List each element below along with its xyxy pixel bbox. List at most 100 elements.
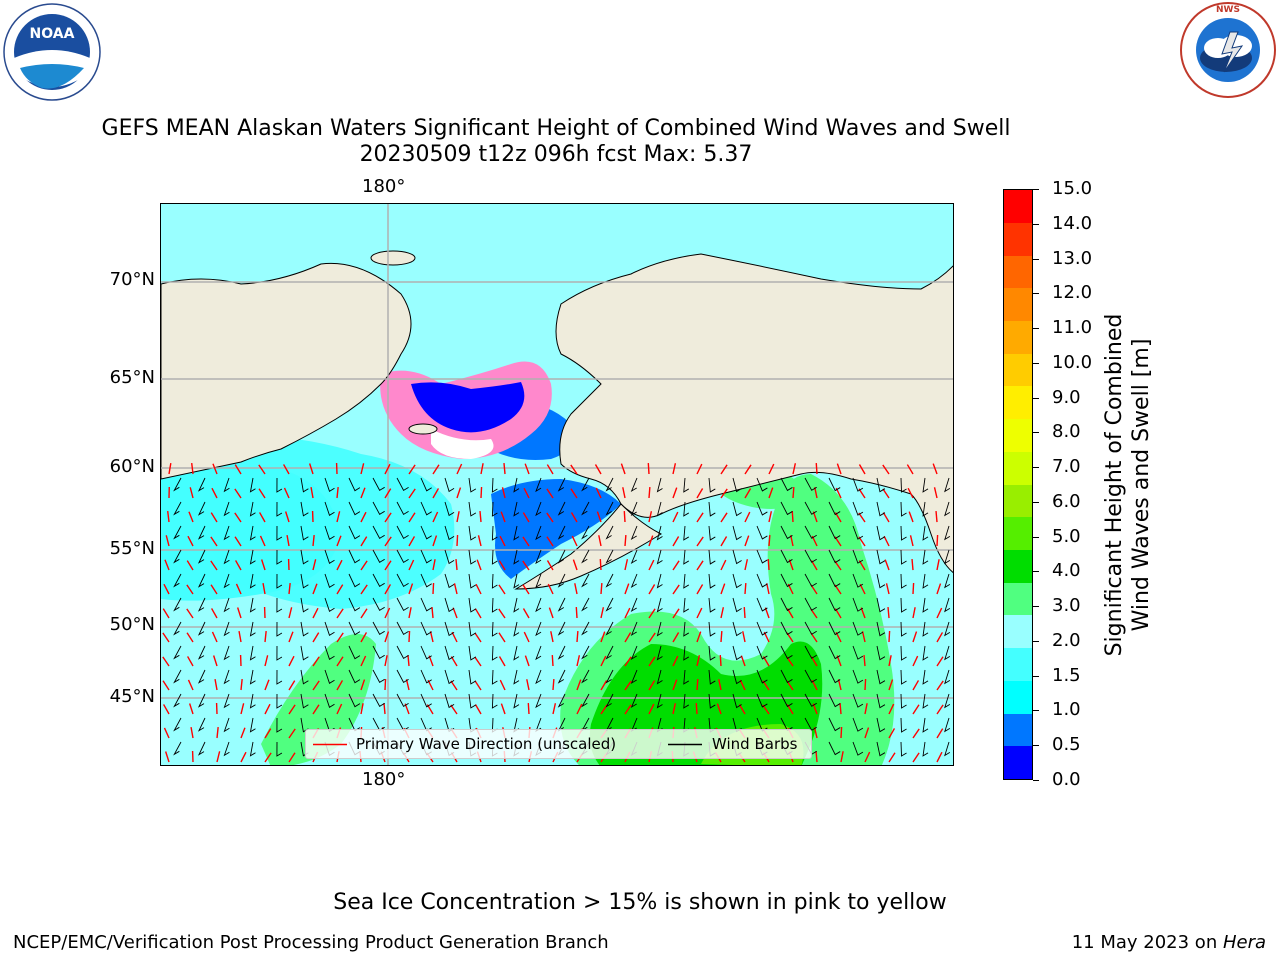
wind-barb (491, 549, 498, 565)
wave-arrow (740, 655, 746, 667)
wave-arrow (522, 608, 530, 619)
wave-arrow (720, 583, 726, 595)
wind-barb (708, 669, 716, 685)
wind-barb (557, 669, 566, 684)
wave-arrow (624, 559, 629, 571)
wind-barb (491, 621, 498, 637)
wind-barb (683, 477, 690, 493)
wind-barb (605, 621, 614, 636)
wind-barb (276, 645, 283, 661)
wind-barb (828, 693, 841, 708)
wind-barb (513, 525, 520, 541)
wave-arrow (546, 488, 554, 499)
wave-arrow (548, 607, 554, 619)
wind-barb (197, 549, 206, 564)
wave-arrow (885, 583, 890, 595)
wave-arrow (384, 678, 387, 691)
wave-arrow (620, 463, 626, 475)
wind-barb (197, 645, 206, 660)
wave-arrow (498, 632, 506, 643)
wave-arrow (408, 607, 412, 619)
wind-barb (581, 477, 590, 492)
lat-label-45: 45°N (109, 686, 155, 707)
wave-arrow (882, 512, 890, 523)
wave-arrow (240, 751, 247, 763)
wave-arrow (288, 752, 296, 763)
wind-barb (780, 573, 793, 588)
colorbar-band (1004, 713, 1032, 747)
wind-barb (780, 549, 793, 564)
wind-barb (828, 573, 841, 588)
wave-arrow (167, 510, 170, 523)
wind-barb (513, 573, 520, 589)
wind-barb (348, 693, 361, 708)
wave-arrow (432, 464, 440, 475)
wave-arrow (456, 511, 460, 523)
colorbar-band (1004, 549, 1032, 583)
wind-barb (581, 597, 590, 612)
wave-arrow (408, 464, 416, 475)
colorbar-band (1004, 419, 1032, 452)
wave-arrow (742, 631, 746, 643)
wave-arrow (456, 463, 463, 475)
wave-arrow (288, 680, 296, 691)
wave-arrow (744, 464, 752, 475)
wave-arrow (162, 632, 170, 643)
wind-barb (444, 669, 455, 685)
wind-barb (348, 525, 361, 540)
wind-barb (876, 621, 886, 637)
wind-barb (468, 573, 477, 589)
wind-barb (828, 621, 841, 636)
wind-barb (944, 717, 951, 733)
wind-barb (708, 645, 716, 661)
wave-arrow (624, 704, 632, 715)
wind-barb (348, 669, 361, 684)
wave-arrow (815, 750, 818, 763)
wind-barb (324, 525, 335, 540)
wind-barb (683, 693, 690, 709)
wind-barb (372, 693, 385, 707)
wind-barb (348, 501, 361, 516)
wave-arrow (188, 703, 194, 715)
wave-arrow (768, 511, 773, 523)
wind-barb (656, 669, 663, 685)
wind-barb (656, 693, 663, 709)
colorbar-tick-label: 10.0 (1052, 351, 1093, 373)
wind-barb (900, 501, 907, 517)
wave-arrow (384, 655, 388, 667)
wind-barb (173, 669, 182, 684)
lon-label-bottom: 180° (362, 769, 406, 790)
wind-barb (804, 597, 817, 611)
wave-arrow (648, 680, 656, 691)
wave-arrow (743, 606, 746, 619)
wave-arrow (163, 583, 170, 595)
wind-barb (630, 549, 638, 565)
wind-barb (708, 477, 716, 493)
wave-arrow (312, 632, 320, 643)
wave-arrow (522, 560, 530, 571)
wind-barb (444, 597, 455, 613)
wind-barb (605, 501, 614, 516)
wind-barb (197, 477, 206, 492)
wind-barb (557, 573, 566, 588)
wave-arrow (408, 488, 416, 499)
wind-barb (581, 645, 590, 660)
chart-title: GEFS MEAN Alaskan Waters Significant Hei… (101, 116, 1011, 141)
wave-arrow (672, 536, 680, 547)
wind-barb (535, 693, 542, 709)
wave-arrow (408, 583, 414, 595)
wave-arrow (936, 680, 944, 691)
colorbar-band (1004, 680, 1032, 714)
wave-arrow (336, 559, 343, 571)
colorbar-tick (1033, 571, 1039, 573)
wave-arrow (384, 584, 392, 595)
colorbar-tick-label: 12.0 (1052, 282, 1093, 304)
wave-arrow (814, 487, 818, 499)
wind-barb (491, 645, 498, 661)
wind-barb (944, 549, 951, 565)
wave-arrow (452, 607, 458, 619)
wind-barb (300, 549, 309, 565)
wave-arrow (570, 488, 578, 499)
wind-barb (173, 645, 182, 660)
wave-arrow (405, 679, 410, 691)
